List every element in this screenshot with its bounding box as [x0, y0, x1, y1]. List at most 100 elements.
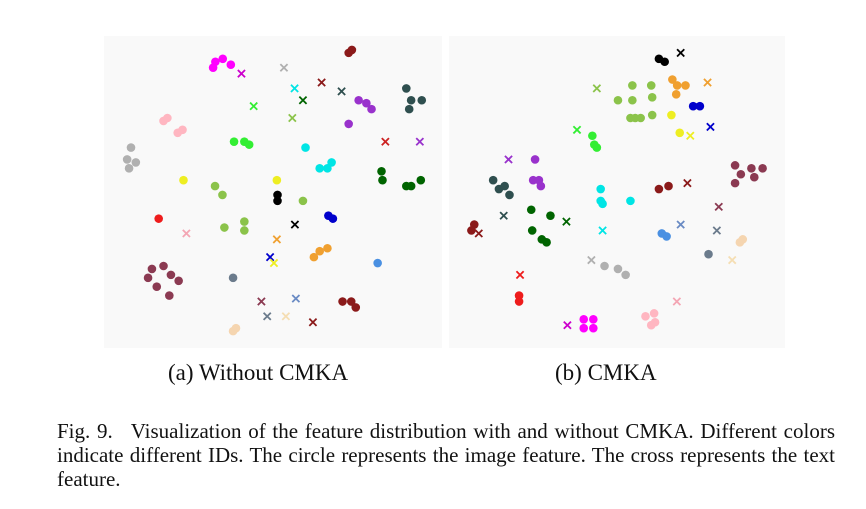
image-feature-point	[174, 276, 183, 286]
image-feature-point	[228, 326, 238, 336]
text-feature-cross	[308, 318, 318, 327]
text-feature-cross	[269, 258, 279, 268]
image-feature-point	[664, 181, 673, 191]
text-feature-cross	[279, 63, 289, 72]
image-feature-point	[220, 223, 229, 232]
image-feature-point	[152, 282, 162, 292]
text-feature-cross	[474, 229, 483, 238]
image-feature-point	[695, 101, 705, 111]
image-feature-point	[159, 116, 168, 126]
image-feature-point	[344, 119, 353, 129]
image-feature-point	[747, 164, 756, 173]
image-feature-point	[179, 175, 188, 185]
text-feature-cross	[714, 202, 723, 212]
image-feature-point	[628, 95, 637, 105]
text-feature-cross	[288, 113, 297, 123]
image-feature-point	[668, 75, 677, 84]
image-feature-point	[166, 270, 176, 280]
image-feature-point	[621, 270, 630, 280]
image-feature-point	[636, 113, 645, 123]
image-feature-point	[143, 273, 153, 283]
image-feature-point	[579, 323, 589, 333]
text-feature-cross	[298, 96, 308, 105]
text-feature-cross	[515, 270, 525, 280]
image-feature-point	[500, 181, 509, 191]
image-feature-point	[530, 155, 540, 164]
text-feature-cross	[563, 320, 572, 330]
text-feature-cross	[672, 297, 682, 306]
text-feature-cross	[499, 211, 508, 220]
image-feature-point	[505, 190, 514, 200]
image-feature-point	[346, 297, 356, 306]
image-feature-point	[298, 196, 308, 206]
image-feature-point	[351, 303, 361, 312]
image-feature-point	[154, 214, 163, 223]
text-feature-cross	[262, 312, 272, 321]
image-feature-point	[210, 181, 220, 191]
image-feature-point	[662, 232, 671, 241]
image-feature-point	[208, 63, 218, 72]
image-feature-point	[159, 261, 168, 271]
image-feature-point	[667, 110, 676, 120]
figure-caption-text: Visualization of the feature distributio…	[57, 419, 835, 491]
text-feature-cross	[676, 220, 685, 229]
image-feature-point	[488, 175, 498, 185]
image-feature-point	[147, 264, 157, 274]
text-feature-cross	[281, 312, 291, 321]
image-feature-point	[406, 181, 416, 191]
text-feature-cross	[337, 87, 346, 96]
image-feature-point	[672, 81, 682, 90]
image-feature-point	[404, 104, 414, 114]
image-feature-point	[514, 297, 524, 306]
image-feature-point	[628, 81, 637, 90]
image-feature-point	[675, 128, 685, 138]
text-feature-cross	[257, 297, 266, 306]
image-feature-point	[406, 95, 416, 105]
image-feature-point	[165, 291, 174, 300]
image-feature-point	[218, 54, 228, 64]
text-feature-cross	[290, 220, 300, 229]
image-feature-point	[338, 297, 347, 306]
image-feature-point	[646, 320, 656, 330]
image-feature-point	[536, 181, 546, 191]
image-feature-point	[736, 169, 746, 179]
text-feature-cross	[712, 226, 722, 235]
image-feature-point	[647, 92, 657, 102]
text-feature-cross	[683, 178, 692, 188]
subcaption-a: (a) Without CMKA	[168, 360, 349, 385]
image-feature-point	[735, 238, 745, 247]
image-feature-point	[654, 184, 664, 194]
image-feature-point	[704, 249, 713, 259]
image-feature-point	[402, 84, 411, 93]
image-feature-point	[323, 243, 332, 253]
image-feature-point	[758, 164, 767, 173]
image-feature-point	[124, 164, 134, 173]
image-feature-point	[660, 57, 669, 67]
text-feature-cross	[703, 78, 712, 87]
image-feature-point	[173, 128, 182, 138]
image-feature-point	[626, 196, 635, 206]
image-feature-point	[546, 211, 555, 220]
text-feature-cross	[317, 78, 326, 87]
image-feature-point	[272, 175, 282, 185]
text-feature-cross	[592, 84, 602, 93]
image-feature-point	[240, 226, 249, 235]
image-feature-point	[126, 143, 136, 152]
text-feature-cross	[706, 122, 715, 132]
image-feature-point	[315, 246, 324, 256]
text-feature-cross	[182, 229, 191, 238]
image-feature-point	[613, 95, 623, 105]
image-feature-point	[589, 314, 598, 324]
image-feature-point	[377, 166, 386, 176]
image-feature-point	[469, 220, 479, 229]
image-feature-point	[367, 104, 376, 114]
image-feature-point	[362, 98, 371, 108]
image-feature-point	[226, 60, 236, 70]
text-feature-cross	[686, 131, 695, 140]
text-feature-cross	[291, 294, 301, 303]
image-feature-point	[730, 161, 740, 170]
image-feature-point	[378, 175, 387, 185]
image-feature-point	[613, 264, 623, 274]
image-feature-point	[315, 164, 324, 173]
image-feature-point	[649, 309, 659, 318]
